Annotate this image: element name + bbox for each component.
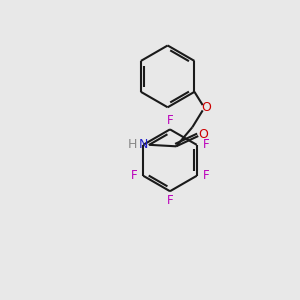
Text: H: H xyxy=(127,138,137,151)
Text: F: F xyxy=(167,114,173,127)
Text: F: F xyxy=(203,169,209,182)
Text: F: F xyxy=(167,194,173,207)
Text: O: O xyxy=(202,101,212,114)
Text: F: F xyxy=(130,169,137,182)
Text: O: O xyxy=(199,128,208,141)
Text: F: F xyxy=(203,138,209,151)
Text: N: N xyxy=(139,138,148,151)
